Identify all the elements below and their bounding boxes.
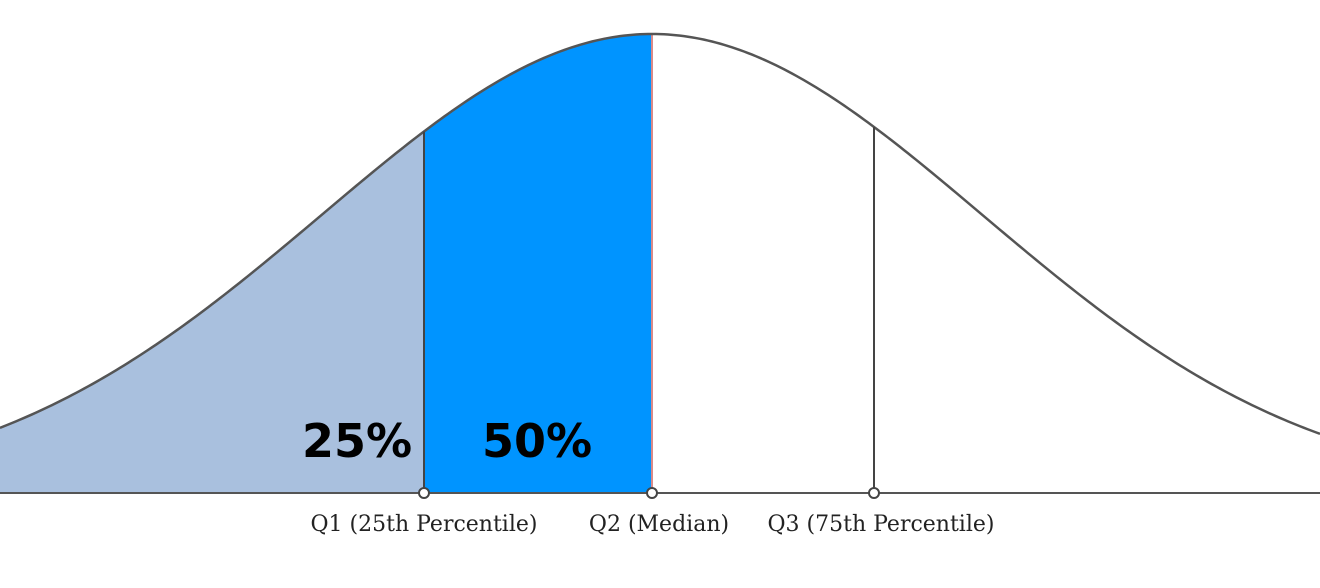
bell-curve bbox=[0, 32, 1320, 436]
region-middle-label: 50% bbox=[482, 414, 592, 468]
q2-marker-dot bbox=[646, 487, 658, 499]
region-lower-25-percent bbox=[0, 131, 424, 493]
region-middle-50-percent bbox=[424, 34, 652, 493]
q3-marker-dot bbox=[868, 487, 880, 499]
q2-label: Q2 (Median) bbox=[589, 512, 729, 537]
q1-label: Q1 (25th Percentile) bbox=[311, 512, 538, 537]
q1-marker-dot bbox=[418, 487, 430, 499]
q3-label: Q3 (75th Percentile) bbox=[768, 512, 995, 537]
region-lower-label: 25% bbox=[302, 414, 412, 468]
